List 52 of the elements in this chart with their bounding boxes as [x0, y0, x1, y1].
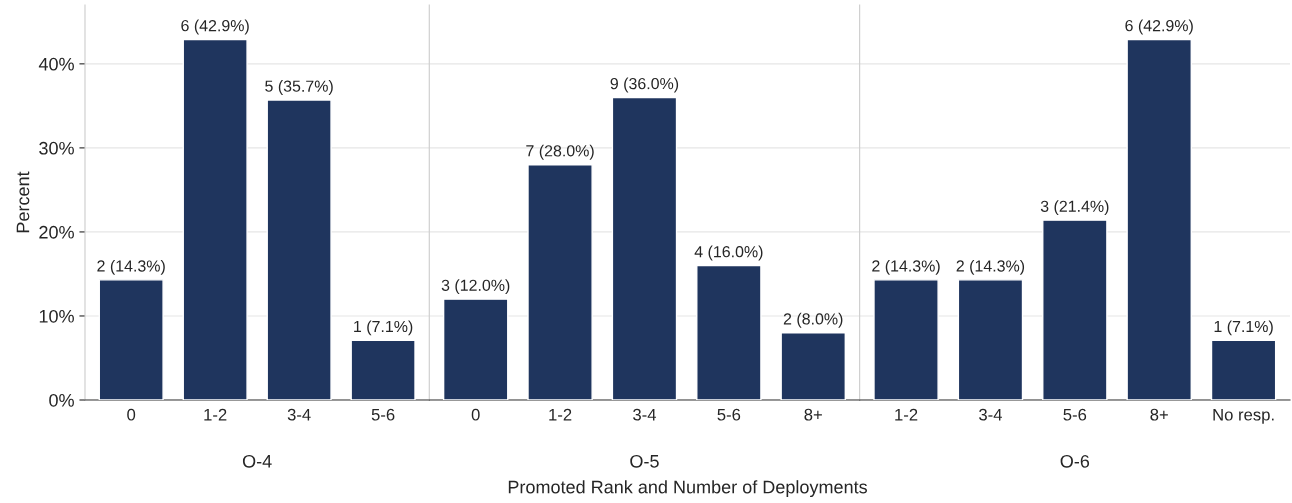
data-label: 6 (42.9%): [1125, 19, 1193, 35]
x-tick-label: 1-2: [549, 408, 572, 421]
x-tick-label: 3-4: [633, 408, 657, 421]
y-tick-label: 30%: [39, 141, 74, 155]
x-tick-label: 0: [471, 408, 480, 421]
x-tick-label: 5-6: [1063, 408, 1087, 421]
data-label: 1 (7.1%): [1214, 320, 1273, 336]
x-tick-label: 1-2: [204, 408, 227, 421]
data-label: 2 (14.3%): [97, 259, 165, 275]
y-tick-label: 20%: [39, 225, 74, 239]
y-tick-label: 0%: [49, 393, 74, 407]
bar: [527, 164, 593, 400]
x-tick-label: 0: [127, 408, 136, 421]
bar: [350, 339, 416, 400]
x-tick-label: 5-6: [371, 408, 395, 421]
x-tick-label: 3-4: [979, 408, 1002, 421]
x-tick-label: 8+: [804, 408, 822, 421]
bar: [1210, 339, 1277, 400]
data-label: 6 (42.9%): [181, 19, 249, 35]
bar: [957, 279, 1024, 400]
bar: [696, 264, 762, 400]
bar: [873, 279, 939, 400]
data-label: 3 (12.0%): [441, 279, 510, 295]
y-tick-label: 10%: [39, 309, 74, 323]
x-tick-label: 1-2: [895, 408, 918, 421]
bar: [1042, 219, 1108, 400]
bar: [611, 96, 678, 400]
data-label: 1 (7.1%): [354, 320, 413, 336]
x-tick-label: No resp.: [1213, 408, 1274, 424]
data-label: 3 (21.4%): [1040, 200, 1109, 216]
data-label: 2 (14.3%): [956, 259, 1025, 275]
x-tick-label: 3-4: [287, 408, 311, 421]
bar: [442, 298, 509, 400]
x-tick-label: 5-6: [717, 408, 741, 421]
text: Promoted Rank and Number of Deployments: [508, 480, 867, 497]
data-label: 2 (14.3%): [872, 259, 940, 275]
data-label: 5 (35.7%): [265, 80, 333, 95]
bar: [1126, 38, 1192, 400]
data-label: 4 (16.0%): [694, 245, 763, 261]
data-label: 9 (36.0%): [610, 77, 679, 93]
data-label: 7 (28.0%): [526, 144, 594, 160]
x-axis-title: O-6: [1060, 454, 1090, 468]
bar: [780, 332, 846, 400]
data-label: 2 (8.0%): [783, 312, 843, 328]
bar: [98, 279, 164, 400]
x-axis-title: O-4: [242, 454, 272, 468]
bar: [182, 38, 248, 400]
y-tick-label: 40%: [38, 57, 74, 71]
x-tick-label: 8+: [1150, 408, 1168, 421]
y-axis-title: Percent: [16, 171, 30, 233]
bar: [266, 99, 332, 400]
x-axis-title: O-5: [630, 454, 659, 468]
